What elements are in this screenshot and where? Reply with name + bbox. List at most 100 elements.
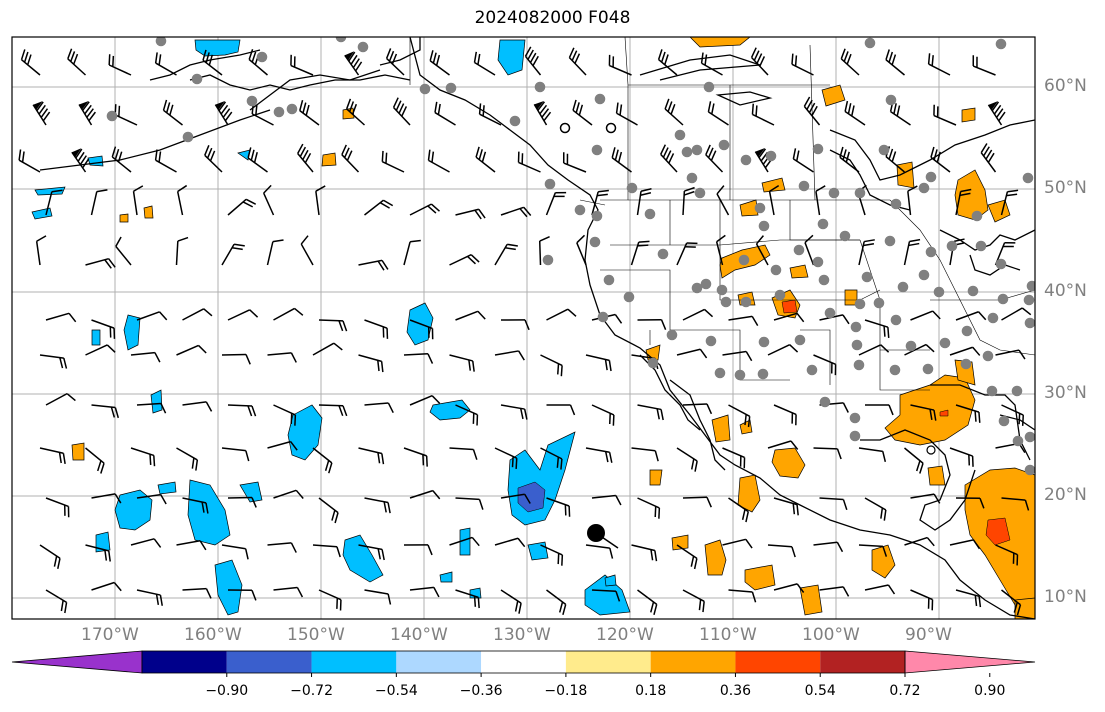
station-dot xyxy=(960,358,972,370)
station-dot xyxy=(155,37,167,47)
longitude-tick-label: 90°W xyxy=(905,625,952,645)
wind-barb xyxy=(273,586,304,598)
colorbar-segment xyxy=(396,651,482,673)
station-dot xyxy=(716,284,728,296)
station-dot xyxy=(603,274,615,286)
longitude-tick-label: 150°W xyxy=(287,625,345,645)
wind-barb xyxy=(751,103,775,126)
wind-barb xyxy=(364,319,389,339)
station-dot xyxy=(812,256,824,268)
station-dot xyxy=(982,350,994,362)
station-dot xyxy=(793,244,805,256)
wind-barb xyxy=(585,447,613,463)
wind-barb xyxy=(804,234,815,266)
wind-barb xyxy=(636,188,652,216)
station-dot xyxy=(718,139,730,151)
station-dot xyxy=(819,396,831,408)
colorbar-segment xyxy=(820,651,905,673)
wind-barb xyxy=(767,440,799,450)
station-markers xyxy=(106,37,1035,476)
wind-barb xyxy=(409,395,441,406)
station-dot xyxy=(946,240,958,252)
station-dot xyxy=(850,321,862,333)
station-dot xyxy=(623,291,635,303)
wind-barb xyxy=(930,146,951,173)
station-dot xyxy=(925,171,937,183)
station-dot xyxy=(626,182,638,194)
wind-barb xyxy=(949,539,981,550)
wind-barb xyxy=(540,354,563,377)
wind-barb xyxy=(345,98,366,126)
wind-barb xyxy=(35,235,47,266)
wind-barb xyxy=(403,447,428,467)
wind-barb xyxy=(955,497,985,509)
wind-barb xyxy=(85,344,116,356)
colorbar-tick-label: 0.72 xyxy=(889,683,921,699)
longitude-tick-label: 130°W xyxy=(493,625,551,645)
wind-barb xyxy=(858,447,887,462)
wind-barb xyxy=(572,99,593,126)
wind-barb xyxy=(722,447,746,469)
station-dot xyxy=(849,430,861,442)
wind-barb xyxy=(182,401,213,412)
wind-barb xyxy=(631,447,659,462)
wind-barb xyxy=(182,308,213,321)
station-dot xyxy=(705,335,717,347)
wind-barb xyxy=(267,542,297,553)
station-dot xyxy=(918,182,930,194)
station-dot xyxy=(589,236,601,248)
wind-barb xyxy=(385,48,405,76)
wind-barb xyxy=(247,147,268,173)
wind-barb xyxy=(136,402,167,414)
map-title: 2024082000 F048 xyxy=(474,8,631,28)
wind-barb xyxy=(290,54,314,76)
station-dot xyxy=(885,94,897,106)
wind-barb xyxy=(664,98,684,126)
wind-barb xyxy=(318,589,342,611)
wind-barb xyxy=(364,497,391,514)
wind-barb xyxy=(682,589,705,613)
wind-barb xyxy=(221,544,249,560)
wind-barb xyxy=(20,49,41,76)
wind-barb xyxy=(858,544,888,557)
station-dot xyxy=(335,37,347,43)
wind-barb xyxy=(39,354,68,369)
wind-barb xyxy=(813,541,844,553)
colorbar-segment xyxy=(565,651,651,673)
strong-negative-anomaly xyxy=(517,481,546,513)
wind-barb xyxy=(660,144,678,173)
station-dot xyxy=(594,93,606,105)
station-dot xyxy=(853,359,865,371)
station-dot xyxy=(812,143,824,155)
colorbar-extend-low xyxy=(11,650,143,674)
longitude-tick-label: 160°W xyxy=(184,625,242,645)
wind-barb xyxy=(227,496,257,508)
wind-barb xyxy=(427,149,450,173)
wind-barb xyxy=(455,208,486,220)
wind-barb xyxy=(85,544,111,562)
wind-barb xyxy=(130,538,162,548)
wind-barb xyxy=(715,234,726,266)
wind-barb xyxy=(545,191,567,216)
wind-barb xyxy=(840,48,860,76)
wind-barb xyxy=(995,349,1026,360)
wind-barb xyxy=(358,354,384,373)
station-dot xyxy=(657,248,669,260)
wind-barb xyxy=(910,404,937,421)
station-dot xyxy=(765,150,777,162)
wind-barb xyxy=(358,447,385,465)
wind-barb xyxy=(546,589,567,615)
wind-barb xyxy=(700,52,723,76)
station-dot xyxy=(591,210,603,222)
station-dot xyxy=(691,144,703,156)
longitude-tick-label: 120°W xyxy=(596,625,654,645)
station-dot xyxy=(922,363,934,375)
wind-barb xyxy=(176,447,199,471)
wind-barb xyxy=(300,235,314,266)
station-dot xyxy=(854,187,866,199)
wind-barb xyxy=(591,494,622,506)
station-dot xyxy=(1023,294,1035,306)
station-dot xyxy=(1022,172,1034,184)
wind-barb xyxy=(221,353,251,365)
wind-barb xyxy=(449,254,480,266)
